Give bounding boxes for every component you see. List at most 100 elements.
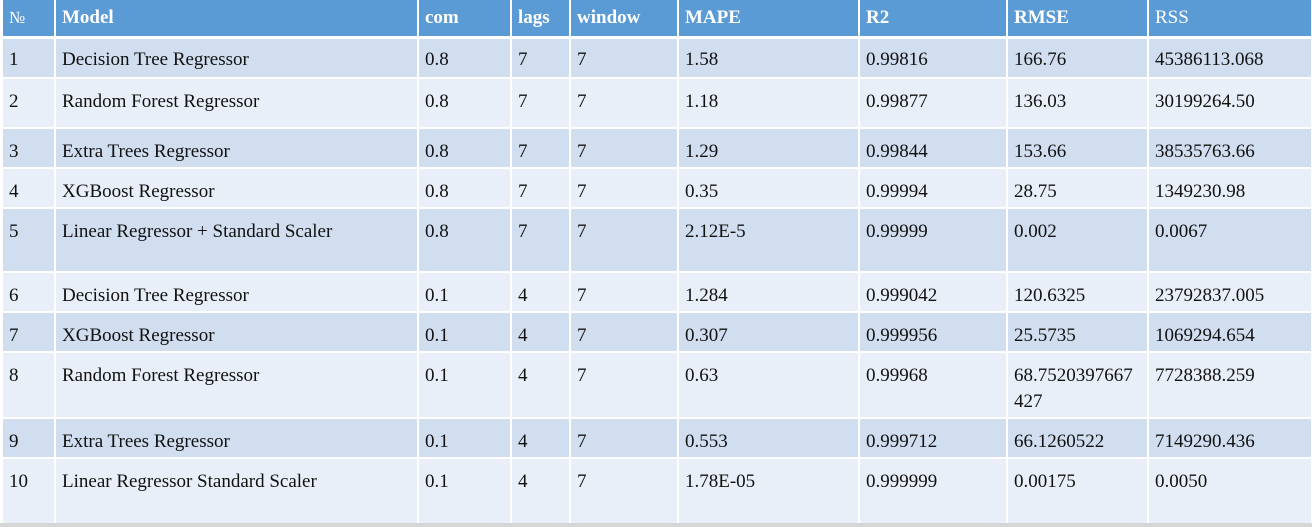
cell-model: Random Forest Regressor: [54, 78, 419, 129]
table-row: 5 Linear Regressor + Standard Scaler 0.8…: [1, 208, 1312, 273]
cell-model: XGBoost Regressor: [54, 312, 419, 353]
cell-rss: 45386113.068: [1147, 37, 1312, 79]
cell-number: 10: [1, 458, 56, 525]
header-row: № Model com lags window MAPE R2 RMSE RSS: [1, 0, 1312, 39]
cell-lags: 7: [510, 78, 571, 129]
cell-r2: 0.99816: [858, 37, 1008, 79]
cell-rss: 0.0050: [1147, 458, 1312, 525]
cell-com: 0.8: [417, 128, 512, 169]
col-header-com: com: [417, 0, 512, 39]
col-header-number: №: [1, 0, 56, 39]
cell-window: 7: [569, 312, 679, 353]
cell-rss: 23792837.005: [1147, 272, 1312, 313]
cell-rmse: 153.66: [1006, 128, 1149, 169]
cell-rmse: 166.76: [1006, 37, 1149, 79]
col-header-r2: R2: [858, 0, 1008, 39]
cell-r2: 0.99877: [858, 78, 1008, 129]
bottom-divider: [0, 523, 1312, 527]
cell-number: 1: [1, 37, 56, 79]
cell-mape: 2.12E-5: [677, 208, 860, 273]
cell-model: Extra Trees Regressor: [54, 418, 419, 459]
cell-window: 7: [569, 128, 679, 169]
cell-r2: 0.99844: [858, 128, 1008, 169]
cell-lags: 4: [510, 272, 571, 313]
cell-number: 3: [1, 128, 56, 169]
cell-mape: 1.78E-05: [677, 458, 860, 525]
cell-model: XGBoost Regressor: [54, 168, 419, 209]
cell-mape: 0.35: [677, 168, 860, 209]
cell-com: 0.8: [417, 78, 512, 129]
cell-model: Decision Tree Regressor: [54, 272, 419, 313]
cell-model: Extra Trees Regressor: [54, 128, 419, 169]
table-row: 7 XGBoost Regressor 0.1 4 7 0.307 0.9999…: [1, 312, 1312, 353]
col-header-lags: lags: [510, 0, 571, 39]
cell-rss: 38535763.66: [1147, 128, 1312, 169]
cell-rmse: 66.1260522: [1006, 418, 1149, 459]
cell-rmse: 68.7520397667427: [1006, 352, 1149, 419]
cell-lags: 4: [510, 312, 571, 353]
cell-number: 9: [1, 418, 56, 459]
cell-number: 6: [1, 272, 56, 313]
cell-r2: 0.99994: [858, 168, 1008, 209]
cell-mape: 0.63: [677, 352, 860, 419]
cell-window: 7: [569, 272, 679, 313]
cell-com: 0.1: [417, 352, 512, 419]
col-header-window: window: [569, 0, 679, 39]
cell-com: 0.8: [417, 208, 512, 273]
table-row: 8 Random Forest Regressor 0.1 4 7 0.63 0…: [1, 352, 1312, 419]
cell-r2: 0.999999: [858, 458, 1008, 525]
col-header-model: Model: [54, 0, 419, 39]
cell-r2: 0.999956: [858, 312, 1008, 353]
cell-r2: 0.99968: [858, 352, 1008, 419]
cell-r2: 0.99999: [858, 208, 1008, 273]
cell-lags: 7: [510, 37, 571, 79]
cell-number: 4: [1, 168, 56, 209]
cell-rmse: 0.002: [1006, 208, 1149, 273]
cell-mape: 1.58: [677, 37, 860, 79]
cell-r2: 0.999042: [858, 272, 1008, 313]
cell-com: 0.1: [417, 458, 512, 525]
col-header-rss: RSS: [1147, 0, 1312, 39]
cell-number: 2: [1, 78, 56, 129]
cell-rss: 1069294.654: [1147, 312, 1312, 353]
cell-mape: 0.553: [677, 418, 860, 459]
cell-com: 0.1: [417, 418, 512, 459]
cell-lags: 7: [510, 208, 571, 273]
cell-com: 0.1: [417, 312, 512, 353]
cell-window: 7: [569, 168, 679, 209]
cell-mape: 1.29: [677, 128, 860, 169]
cell-mape: 1.18: [677, 78, 860, 129]
cell-com: 0.8: [417, 37, 512, 79]
cell-window: 7: [569, 37, 679, 79]
cell-window: 7: [569, 458, 679, 525]
cell-number: 8: [1, 352, 56, 419]
cell-model: Linear Regressor Standard Scaler: [54, 458, 419, 525]
cell-model: Decision Tree Regressor: [54, 37, 419, 79]
cell-mape: 1.284: [677, 272, 860, 313]
cell-rmse: 136.03: [1006, 78, 1149, 129]
col-header-rmse: RMSE: [1006, 0, 1149, 39]
cell-model: Linear Regressor + Standard Scaler: [54, 208, 419, 273]
cell-window: 7: [569, 352, 679, 419]
cell-window: 7: [569, 418, 679, 459]
table-row: 6 Decision Tree Regressor 0.1 4 7 1.284 …: [1, 272, 1312, 313]
cell-window: 7: [569, 208, 679, 273]
cell-lags: 4: [510, 418, 571, 459]
cell-rss: 0.0067: [1147, 208, 1312, 273]
table-row: 10 Linear Regressor Standard Scaler 0.1 …: [1, 458, 1312, 525]
cell-lags: 4: [510, 458, 571, 525]
table-row: 1 Decision Tree Regressor 0.8 7 7 1.58 0…: [1, 37, 1312, 79]
table-row: 9 Extra Trees Regressor 0.1 4 7 0.553 0.…: [1, 418, 1312, 459]
cell-rmse: 28.75: [1006, 168, 1149, 209]
cell-rss: 7149290.436: [1147, 418, 1312, 459]
cell-rmse: 0.00175: [1006, 458, 1149, 525]
cell-rss: 7728388.259: [1147, 352, 1312, 419]
cell-rss: 30199264.50: [1147, 78, 1312, 129]
cell-number: 5: [1, 208, 56, 273]
cell-window: 7: [569, 78, 679, 129]
table-row: 2 Random Forest Regressor 0.8 7 7 1.18 0…: [1, 78, 1312, 129]
col-header-mape: MAPE: [677, 0, 860, 39]
cell-model: Random Forest Regressor: [54, 352, 419, 419]
cell-rss: 1349230.98: [1147, 168, 1312, 209]
